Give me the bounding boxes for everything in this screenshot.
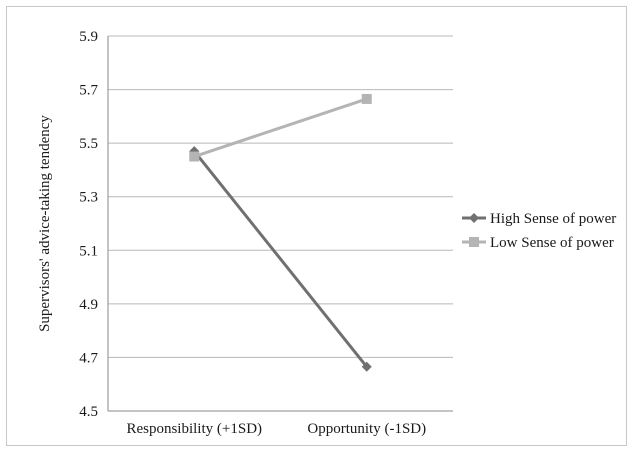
series-group (189, 93, 372, 372)
chart-frame (6, 6, 627, 446)
y-tick-label: 4.9 (79, 297, 98, 313)
legend: High Sense of power Low Sense of power (462, 211, 616, 251)
series-line-low (193, 97, 368, 158)
x-tick-labels: Responsibility (+1SD) Opportunity (-1SD) (126, 421, 426, 437)
y-tick-label: 5.9 (79, 29, 98, 45)
square-marker (361, 93, 372, 104)
legend-square-marker (469, 237, 479, 247)
diamond-marker (361, 361, 372, 372)
y-tick-label: 5.1 (79, 243, 98, 259)
series-line-high (193, 150, 368, 368)
y-tick-labels: 4.5 4.7 4.9 5.1 5.3 5.5 5.7 5.9 (79, 29, 98, 420)
legend-entry: High Sense of power (490, 211, 616, 227)
y-tick-label: 5.7 (79, 83, 98, 99)
axes (107, 36, 453, 412)
legend-diamond-marker (469, 213, 479, 223)
gridlines (108, 35, 453, 358)
x-tick-label: Responsibility (+1SD) (126, 421, 262, 437)
y-axis-title: Supervisors' advice-taking tendency (37, 115, 53, 332)
legend-entry: Low Sense of power (490, 235, 614, 251)
y-tick-label: 4.5 (79, 404, 98, 420)
y-tick-label: 5.5 (79, 136, 98, 152)
y-tick-label: 4.7 (79, 350, 98, 366)
square-marker (189, 151, 200, 162)
y-tick-label: 5.3 (79, 190, 98, 206)
x-tick-label: Opportunity (-1SD) (307, 421, 426, 437)
